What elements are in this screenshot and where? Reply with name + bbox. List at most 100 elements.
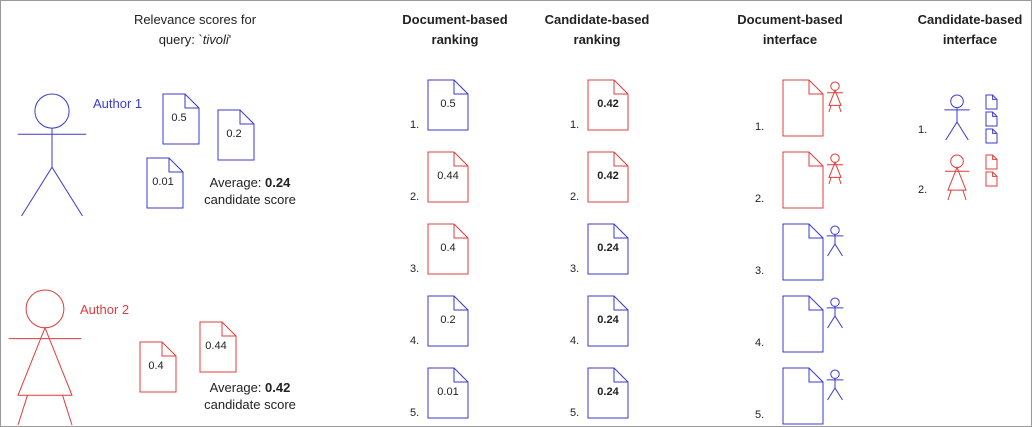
document-outline [783, 224, 823, 280]
person-head [35, 94, 69, 128]
document-outline [986, 155, 997, 169]
document-score: 0.24 [597, 386, 619, 398]
document-icon [986, 95, 997, 109]
rank-number: 2. [570, 191, 579, 203]
average-line: Average: 0.42 [210, 380, 291, 395]
author-name: Author 2 [80, 302, 129, 317]
document-outline [986, 95, 997, 109]
person-head [26, 290, 64, 328]
rank-number: 1. [570, 119, 579, 131]
document-score: 0.5 [440, 98, 455, 110]
rank-number: 4. [410, 335, 419, 347]
document-outline [783, 152, 823, 208]
rank-number: 1. [918, 124, 927, 136]
person-legs [829, 105, 841, 112]
person-figure [827, 370, 844, 400]
document-score: 0.01 [152, 176, 173, 188]
person-legs [829, 177, 841, 184]
person-figure [9, 290, 82, 425]
average-label: Average: [210, 380, 262, 395]
person-head [831, 226, 839, 234]
document-icon [783, 224, 823, 280]
person-figure [944, 95, 969, 140]
query: tivoli [203, 32, 230, 47]
document-icon [783, 368, 823, 424]
query-prefix: query: ` [159, 32, 203, 47]
title-query: query: `tivoli' [159, 32, 232, 47]
rank-number: 5. [755, 409, 764, 421]
document-score: 0.24 [597, 242, 619, 254]
average-value: 0.24 [265, 175, 291, 190]
average-value: 0.42 [265, 380, 290, 395]
person-legs [828, 388, 843, 400]
document-score: 0.42 [597, 170, 618, 182]
column-header: Document-based [737, 12, 843, 27]
document-icon [986, 172, 997, 186]
rank-number: 2. [410, 191, 419, 203]
rank-number: 1. [755, 121, 764, 133]
column-header: ranking [574, 32, 621, 47]
document-outline [986, 172, 997, 186]
title-line: Relevance scores for [134, 12, 257, 27]
person-legs [18, 395, 72, 425]
document-icon [986, 155, 997, 169]
rank-number: 4. [570, 335, 579, 347]
person-head [831, 370, 839, 378]
document-icon [986, 112, 997, 126]
person-head [951, 95, 964, 108]
column-header: Candidate-based [545, 12, 650, 27]
person-figure [945, 155, 969, 200]
rank-number: 2. [755, 193, 764, 205]
document-score: 0.44 [437, 170, 458, 182]
document-outline [783, 296, 823, 352]
document-score: 0.2 [440, 314, 455, 326]
document-outline [783, 368, 823, 424]
average-label: Average: [210, 175, 262, 190]
column-header: interface [943, 32, 997, 47]
rank-number: 1. [410, 119, 419, 131]
column-header: ranking [432, 32, 479, 47]
rank-number: 5. [410, 407, 419, 419]
document-icon [986, 129, 997, 143]
document-icon [783, 80, 823, 136]
person-head [831, 298, 839, 306]
rank-number: 2. [918, 184, 927, 196]
person-legs [828, 316, 843, 328]
person-figure [18, 94, 86, 216]
document-outline [986, 129, 997, 143]
rank-number: 3. [755, 265, 764, 277]
document-score: 0.2 [226, 128, 241, 140]
person-figure [827, 298, 844, 328]
document-icon [783, 296, 823, 352]
rank-number: 4. [755, 337, 764, 349]
column-header: interface [763, 32, 817, 47]
document-outline [783, 80, 823, 136]
document-score: 0.42 [597, 98, 618, 110]
person-dress [18, 328, 72, 396]
column-header: Document-based [402, 12, 508, 27]
average-caption: candidate score [204, 192, 296, 207]
average-caption: candidate score [204, 397, 296, 412]
document-score: 0.01 [437, 386, 458, 398]
diagram: Relevance scores for query: `tivoli' Aut… [0, 0, 1032, 427]
document-score: 0.4 [440, 242, 455, 254]
rank-number: 3. [410, 263, 419, 275]
document-icon [783, 152, 823, 208]
person-figure [827, 82, 843, 112]
document-outline [986, 112, 997, 126]
person-figure [827, 226, 844, 256]
person-head [951, 155, 964, 168]
author-name: Author 1 [93, 96, 142, 111]
person-figure [827, 154, 843, 184]
person-legs [22, 167, 83, 216]
person-legs [828, 244, 843, 256]
person-legs [948, 190, 966, 200]
column-header: Candidate-based [918, 12, 1023, 27]
document-score: 0.44 [205, 340, 226, 352]
person-legs [946, 122, 969, 140]
document-score: 0.5 [171, 112, 186, 124]
rank-number: 3. [570, 263, 579, 275]
document-score: 0.4 [148, 360, 163, 372]
document-score: 0.24 [597, 314, 619, 326]
query-suffix: ' [229, 32, 231, 47]
